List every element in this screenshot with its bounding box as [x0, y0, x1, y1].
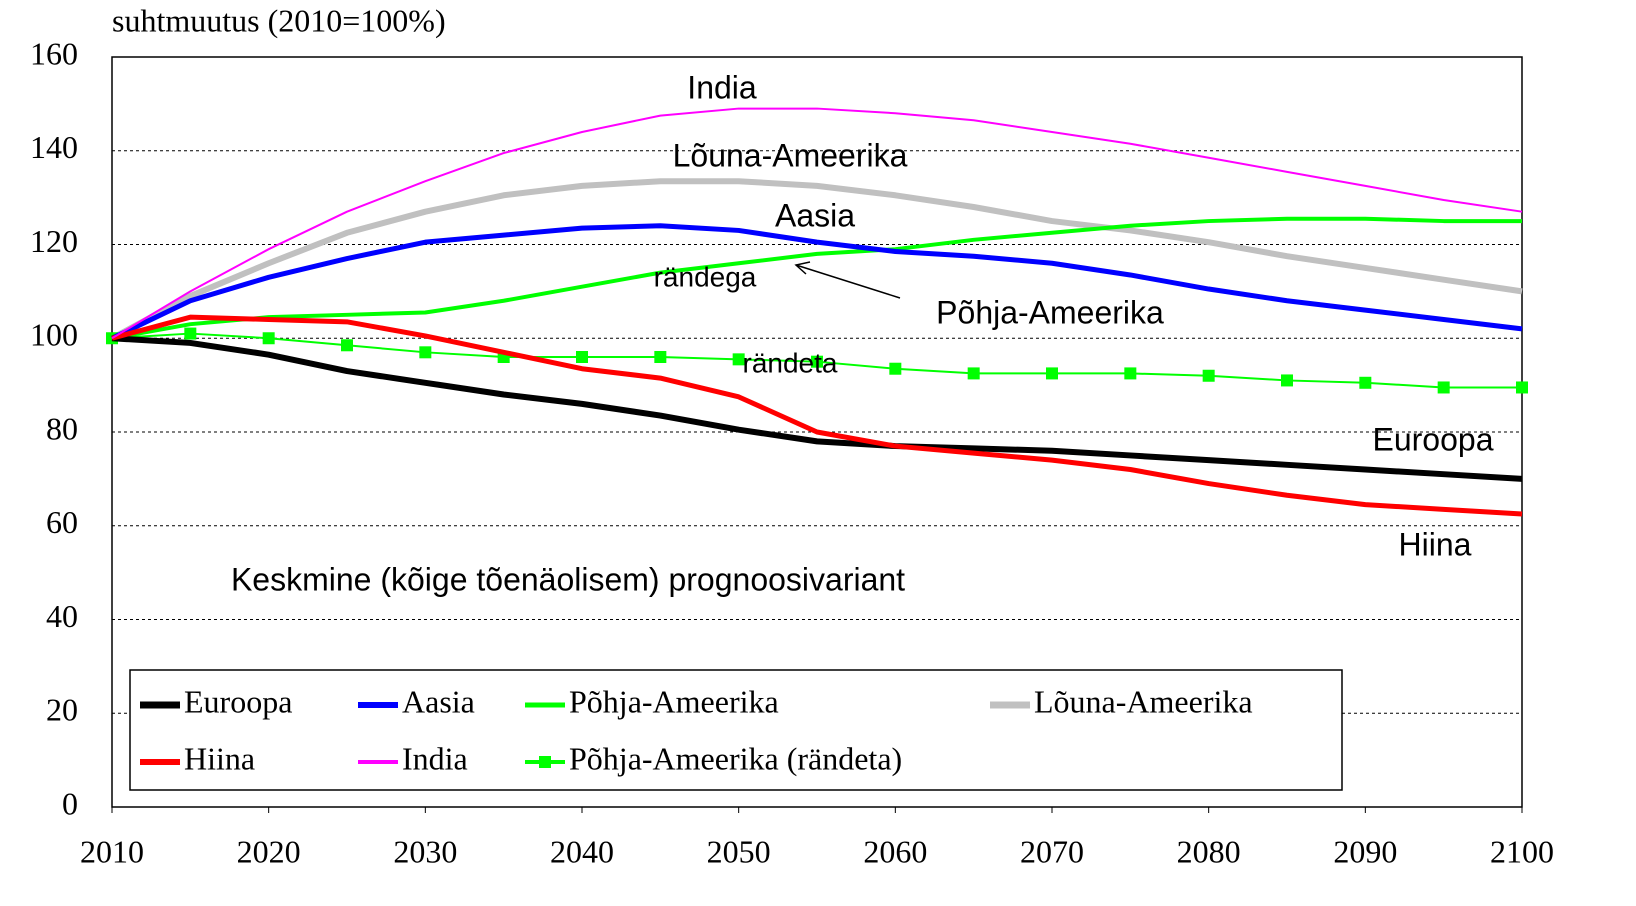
- legend-label: Põhja-Ameerika (rändeta): [569, 740, 902, 776]
- marker: [1516, 381, 1528, 394]
- series-line: [111, 335, 1523, 482]
- x-tick-label: 2070: [1020, 833, 1084, 869]
- annotation: rändeta: [743, 347, 838, 378]
- marker: [967, 367, 980, 380]
- plot-border: [111, 56, 1523, 808]
- y-tick-label: 0: [62, 785, 78, 821]
- y-tick-label: 100: [30, 317, 78, 353]
- annotation: Aasia: [775, 197, 855, 233]
- series-line: [110, 178, 1523, 341]
- legend-box: [129, 669, 1343, 791]
- y-tick-label: 20: [46, 692, 78, 728]
- marker: [341, 339, 353, 352]
- annotation: India: [687, 69, 757, 105]
- legend-marker: [539, 756, 551, 768]
- marker: [419, 346, 432, 359]
- x-tick-label: 2030: [393, 833, 457, 869]
- legend-label: Euroopa: [184, 683, 292, 719]
- marker: [811, 355, 823, 368]
- marker: [1437, 381, 1450, 394]
- y-tick-label: 80: [46, 410, 78, 446]
- series-line: [111, 107, 1523, 340]
- legend-label: India: [402, 740, 468, 776]
- marker: [732, 353, 745, 366]
- y-axis-label: suhtmuutus (2010=100%): [112, 2, 446, 38]
- annotation-arrow: [795, 264, 901, 299]
- legend-label: Põhja-Ameerika: [569, 683, 779, 719]
- series-line: [111, 314, 1523, 517]
- annotation: Põhja-Ameerika: [936, 294, 1164, 330]
- x-tick-label: 2080: [1177, 833, 1241, 869]
- legend-label: Hiina: [184, 740, 255, 776]
- series-line: [111, 216, 1522, 341]
- series-line: [110, 223, 1523, 341]
- marker: [1124, 367, 1137, 380]
- x-tick-label: 2020: [237, 833, 301, 869]
- annotation: rändega: [654, 261, 757, 292]
- marker: [576, 351, 588, 363]
- annotation: Lõuna-Ameerika: [673, 137, 908, 173]
- annotation: Euroopa: [1373, 421, 1494, 457]
- marker: [184, 327, 197, 340]
- marker: [1202, 369, 1215, 382]
- y-tick-label: 160: [30, 35, 78, 71]
- x-tick-label: 2060: [863, 833, 927, 869]
- legend-label: Aasia: [402, 683, 475, 719]
- arrow-head: [794, 261, 811, 275]
- marker: [262, 332, 275, 345]
- x-tick-label: 2040: [550, 833, 614, 869]
- marker: [1359, 376, 1372, 389]
- marker: [1046, 367, 1058, 380]
- x-tick-label: 2050: [707, 833, 771, 869]
- annotation: Keskmine (kõige tõenäolisem) prognoosiva…: [231, 561, 905, 597]
- y-tick-label: 60: [46, 504, 78, 540]
- marker: [654, 351, 667, 363]
- annotation: Hiina: [1399, 526, 1472, 562]
- x-tick-label: 2100: [1490, 833, 1554, 869]
- x-tick-label: 2010: [80, 833, 144, 869]
- x-tick-label: 2090: [1333, 833, 1397, 869]
- y-tick-label: 40: [46, 598, 78, 634]
- y-tick-label: 140: [30, 129, 78, 165]
- legend-label: Lõuna-Ameerika: [1034, 683, 1253, 719]
- marker: [1281, 374, 1293, 387]
- y-tick-label: 120: [30, 223, 78, 259]
- marker: [889, 362, 902, 375]
